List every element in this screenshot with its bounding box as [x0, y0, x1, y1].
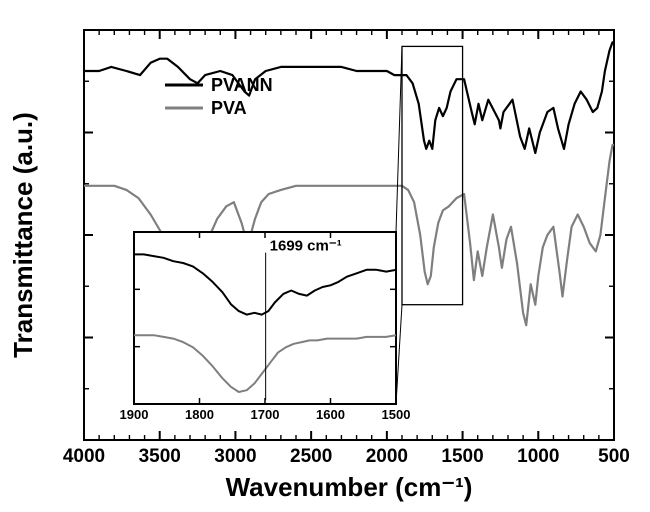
inset-x-tick-label: 1800 [185, 407, 214, 422]
inset-annotation-label: 1699 cm⁻¹ [270, 238, 342, 255]
inset-x-tick-label: 1700 [251, 407, 280, 422]
x-tick-label: 2000 [366, 446, 408, 467]
x-tick-label: 1000 [517, 446, 559, 467]
x-tick-label: 2500 [290, 446, 332, 467]
y-axis-label: Transmittance (a.u.) [8, 112, 38, 358]
x-tick-label: 500 [598, 446, 630, 467]
inset-x-tick-label: 1600 [316, 407, 345, 422]
x-tick-label: 3000 [214, 446, 256, 467]
ftir-spectrum-chart: Transmittance (a.u.) Wavenumber (cm⁻¹) 400… [0, 0, 650, 512]
inset-x-tick-label: 1900 [120, 407, 149, 422]
x-tick-label: 1500 [441, 446, 483, 467]
inset-bg [134, 232, 396, 404]
x-tick-label: 4000 [63, 446, 105, 467]
legend-label: PVA [211, 98, 247, 118]
x-axis-label: Wavenumber (cm⁻¹) [226, 472, 473, 502]
legend-label: PVANN [211, 75, 273, 95]
inset-x-tick-label: 1500 [382, 407, 411, 422]
x-tick-label: 3500 [139, 446, 181, 467]
